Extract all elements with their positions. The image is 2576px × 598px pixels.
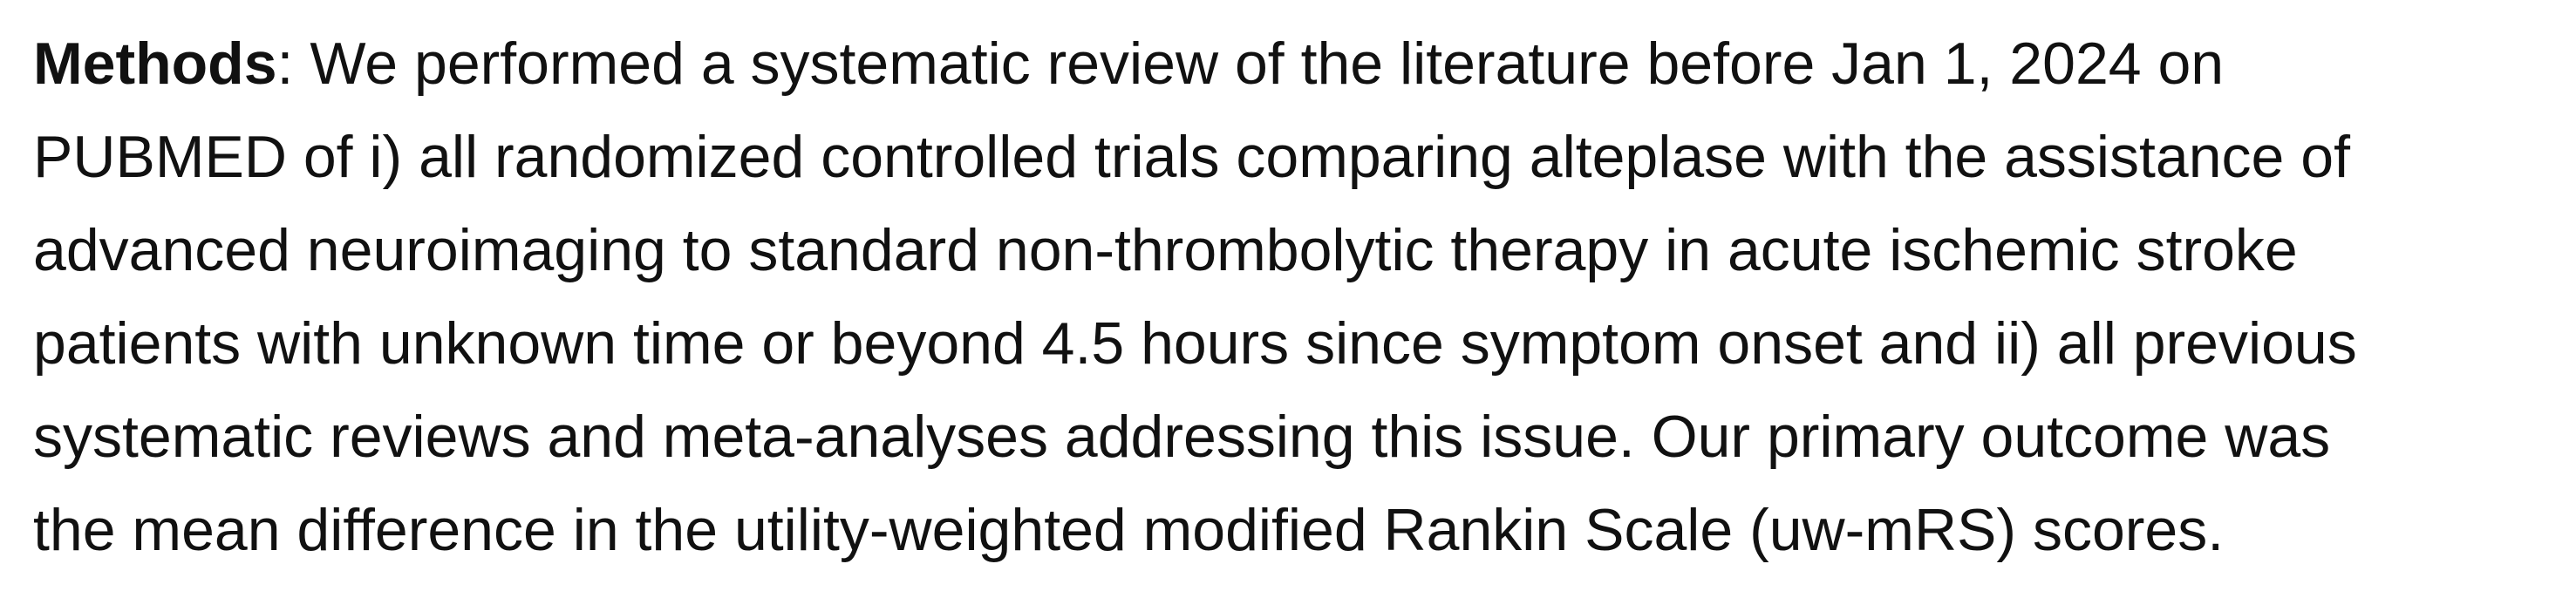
line-1-text: We performed a systematic review of the …	[310, 31, 2225, 97]
text-line-2: PUBMED of i) all randomized controlled t…	[33, 124, 2350, 190]
text-line-4: patients with unknown time or beyond 4.5…	[33, 310, 2357, 377]
text-line-1: Methods: We performed a systematic revie…	[33, 17, 2553, 111]
text-line-3: advanced neuroimaging to standard non-th…	[33, 217, 2298, 283]
methods-paragraph: Methods: We performed a systematic revie…	[33, 31, 2553, 577]
text-line-6: the mean difference in the utility-weigh…	[33, 497, 2225, 563]
text-line-5: systematic reviews and meta-analyses add…	[33, 404, 2331, 470]
heading-separator: :	[276, 31, 310, 97]
section-heading: Methods	[33, 31, 277, 97]
